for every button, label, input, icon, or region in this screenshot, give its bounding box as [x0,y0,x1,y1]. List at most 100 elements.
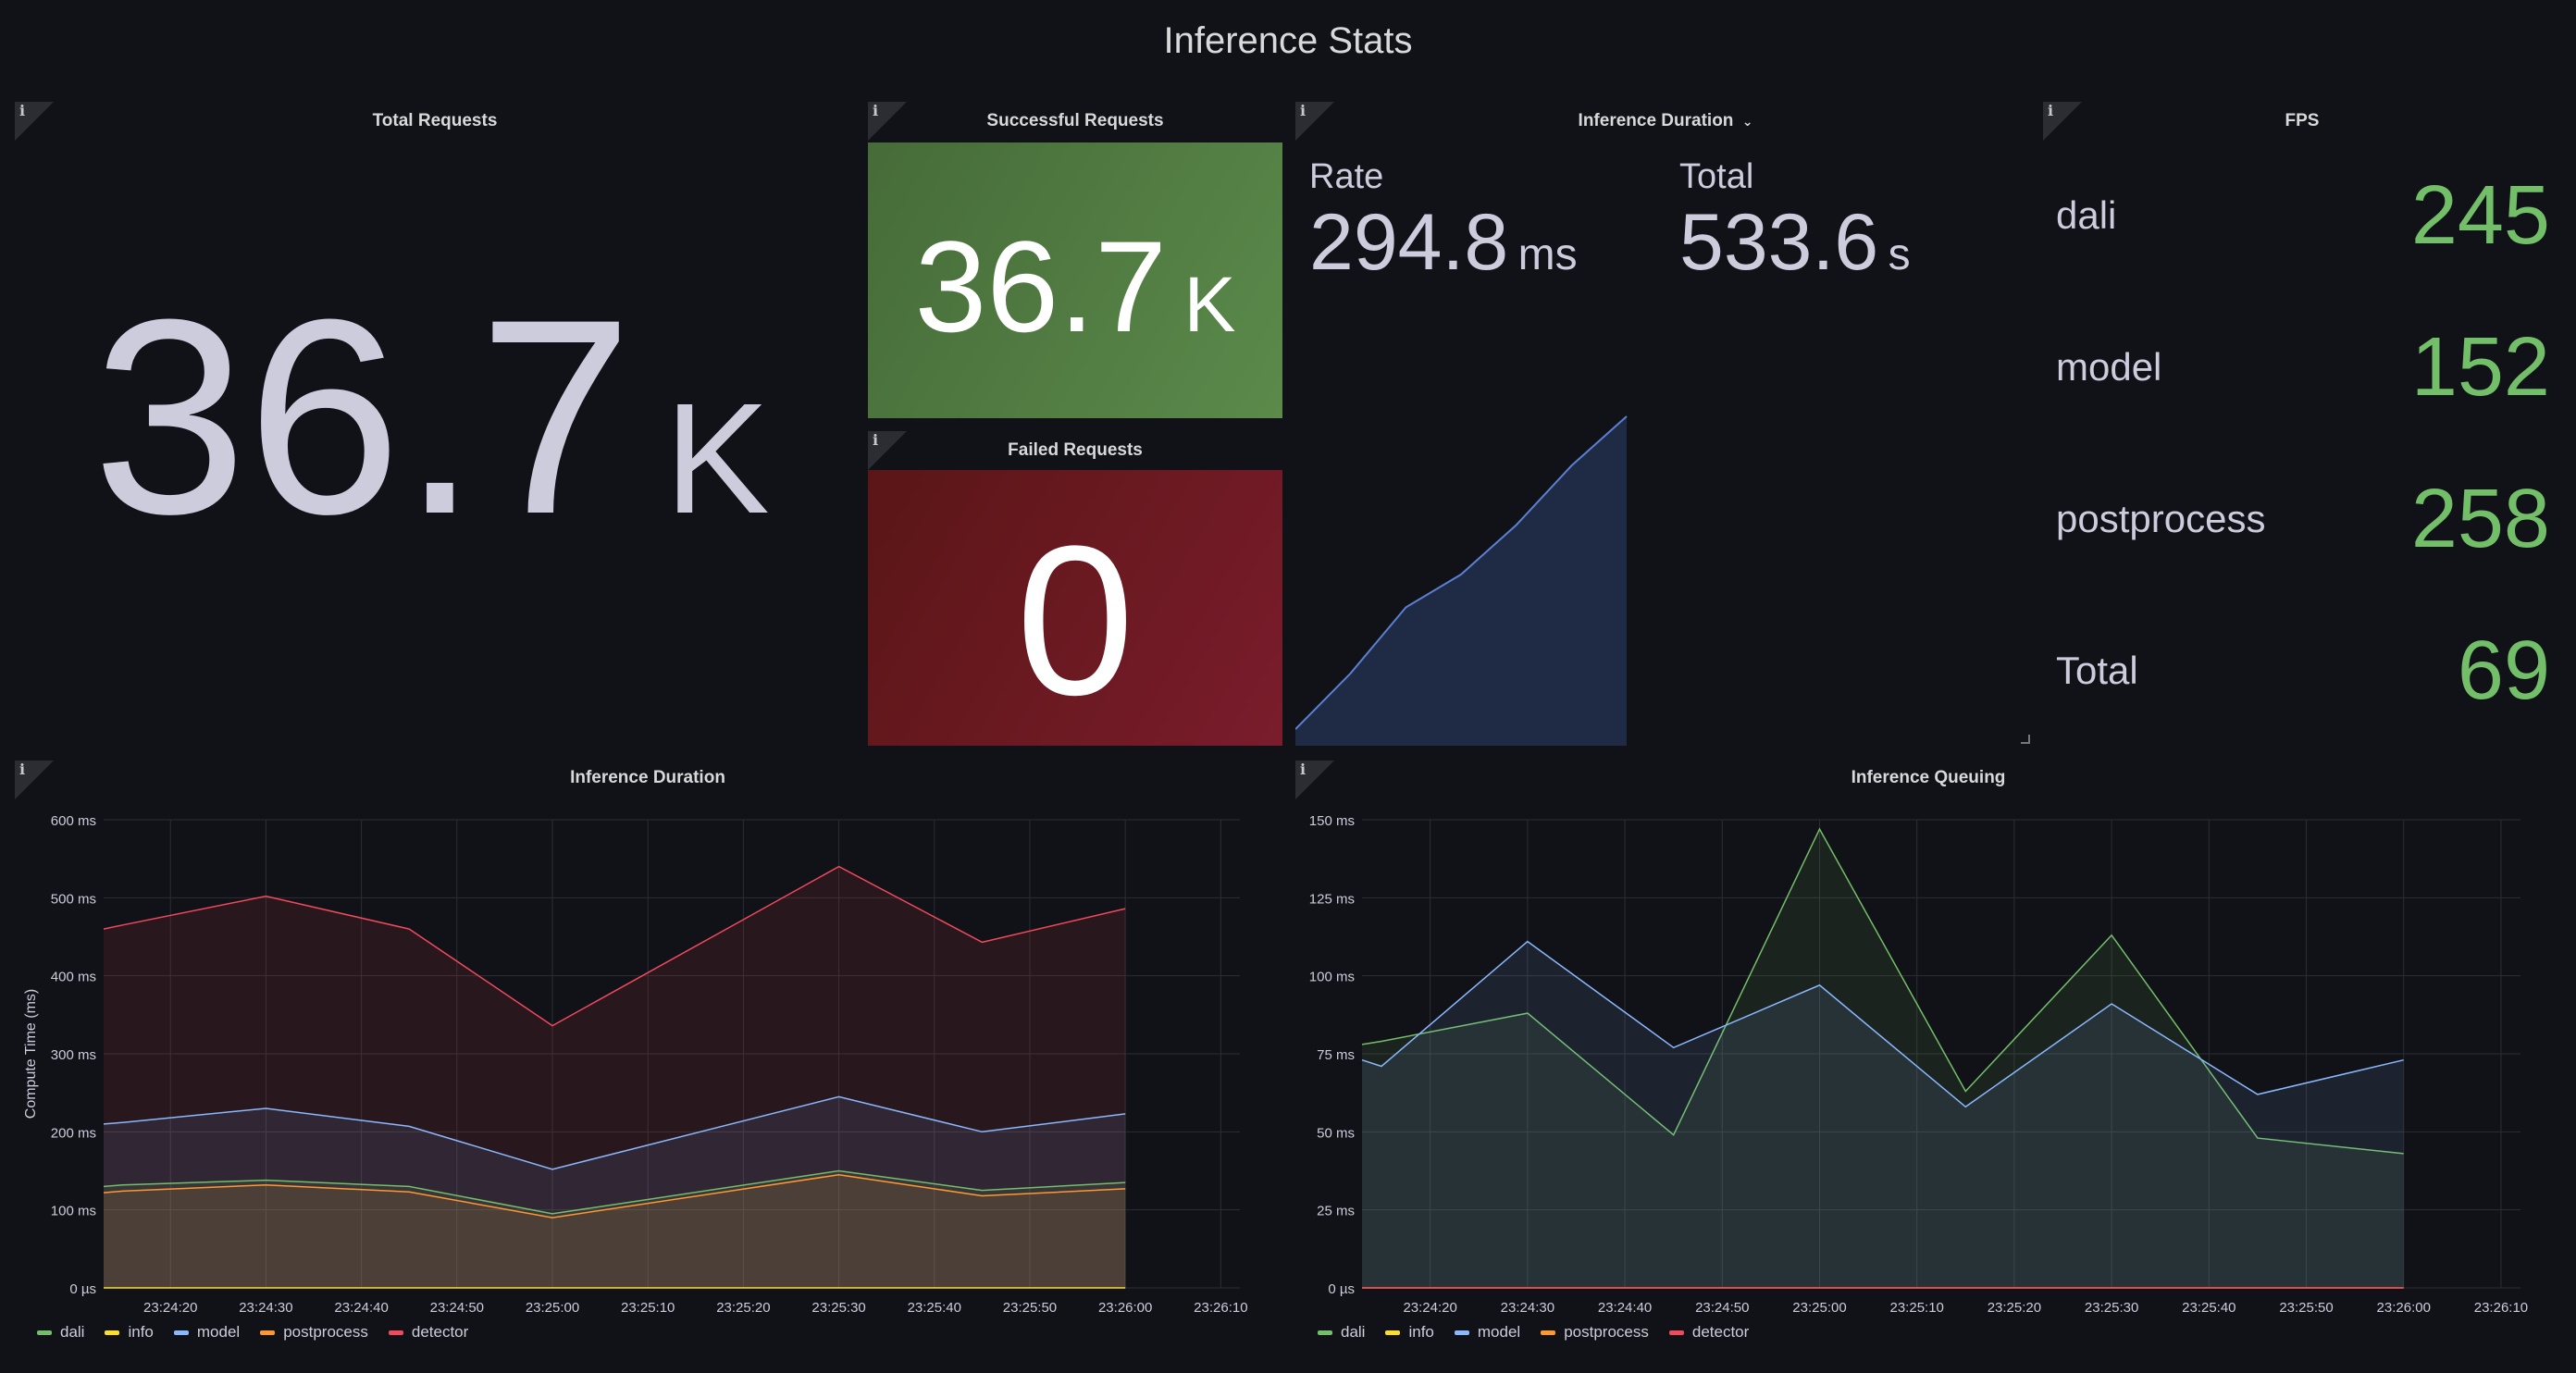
y-tick-label: 0 µs [69,1281,96,1297]
total-unit: s [1888,230,1911,279]
y-tick-label: 50 ms [1317,1125,1355,1141]
successful-requests-number: 36.7 [914,214,1167,359]
legend-label: info [1408,1323,1434,1341]
info-icon[interactable]: i [15,102,54,141]
legend-item-model[interactable]: model [1454,1323,1520,1342]
total-requests-panel[interactable]: Total Requests [9,100,861,748]
series-line-dali[interactable] [1361,827,2404,1155]
fps-label: dali [2056,193,2117,237]
y-axis-label: Compute Time (ms) [23,989,39,1119]
y-tick-label: 75 ms [1317,1047,1355,1063]
legend-item-detector[interactable]: detector [388,1323,468,1342]
x-tick-label: 23:24:40 [1598,1300,1652,1314]
inference-queuing-chart[interactable]: 0 µs 25 ms 50 ms 75 ms 100 ms 125 ms 150 ms 23:… [1288,796,2576,1314]
total-requests-value: 36.7 K [93,278,770,555]
legend-swatch [37,1330,52,1335]
successful-requests-box[interactable]: 36.7 K [868,142,1282,418]
y-tick-label: 500 ms [51,891,96,907]
series-line-postprocess[interactable] [103,1173,1126,1218]
x-tick-label: 23:25:40 [2182,1300,2235,1314]
rate-number: 294.8 [1309,198,1509,287]
legend-label: dali [1341,1323,1366,1341]
sparkline-line [1295,415,1628,730]
legend-swatch [173,1330,189,1335]
y-tick-label: 600 ms [51,813,96,829]
total-value: 533.6 s [1679,197,1911,289]
panel-resize-handle[interactable] [2021,735,2030,744]
dashboard-title: Inference Stats [1163,20,1413,61]
legend-item-dali[interactable]: dali [37,1323,84,1342]
legend-swatch [1668,1330,1684,1335]
y-tick-label: 125 ms [1309,891,1355,907]
y-tick-label: 150 ms [1309,813,1355,829]
x-tick-label: 23:24:20 [143,1300,197,1314]
fps-value: 152 [2410,321,2550,414]
legend-item-info[interactable]: info [105,1323,154,1342]
rate-label: Rate [1309,157,1384,196]
legend-item-dali[interactable]: dali [1318,1323,1365,1342]
inference-duration-chart[interactable]: 0 µs 100 ms 200 ms 300 ms 400 ms 500 ms 600 ms… [0,796,1288,1314]
panel-title-inference-duration-stat[interactable]: Inference Duration ⌄ [1295,111,2036,131]
failed-requests-box[interactable]: 0 [868,470,1282,746]
legend-swatch [388,1330,403,1335]
panel-title-inference-duration-graph[interactable]: Inference Duration [570,768,725,787]
x-tick-label: 23:24:40 [334,1300,388,1314]
series-line-dali[interactable] [103,1169,1126,1215]
fps-value: 258 [2410,473,2550,565]
legend-swatch [1385,1330,1401,1335]
info-icon[interactable]: i [1295,102,1334,141]
panel-title-total-requests[interactable]: Total Requests [372,111,498,130]
x-tick-label: 23:24:20 [1403,1300,1456,1314]
x-tick-label: 23:24:50 [430,1300,484,1314]
successful-requests-unit: K [1183,261,1236,348]
fps-value: 245 [2410,169,2550,262]
legend-label: detector [1691,1323,1750,1341]
legend-item-detector[interactable]: detector [1668,1323,1750,1342]
y-tick-label: 300 ms [51,1047,96,1063]
x-tick-label: 23:24:30 [239,1300,292,1314]
x-tick-label: 23:25:00 [1792,1300,1846,1314]
x-tick-label: 23:25:10 [1890,1300,1944,1314]
info-icon[interactable]: i [868,102,907,141]
series-line-model[interactable] [1361,940,2404,1108]
successful-requests-value: 36.7 K [868,212,1282,362]
legend-item-info[interactable]: info [1385,1323,1434,1342]
fps-label: postprocess [2056,497,2266,540]
x-tick-label: 23:26:10 [1194,1300,1247,1314]
series-area-model [1362,941,2404,1288]
legend-item-postprocess[interactable]: postprocess [260,1323,368,1342]
info-icon[interactable]: i [868,431,907,470]
series-area-postprocess [104,1174,1126,1288]
rate-unit: ms [1517,230,1578,279]
info-icon[interactable]: i [15,761,54,799]
legend-label: info [128,1323,154,1341]
total-requests-number: 36.7 [93,261,633,572]
y-tick-label: 100 ms [1309,970,1355,985]
info-icon[interactable]: i [1295,761,1334,799]
legend-swatch [260,1330,276,1335]
total-requests-unit: K [664,371,770,547]
rate-value: 294.8 ms [1309,197,1578,289]
series-area-model [104,1096,1126,1288]
legend-item-model[interactable]: model [173,1323,240,1342]
y-tick-label: 0 µs [1328,1281,1355,1297]
chevron-down-icon[interactable]: ⌄ [1741,114,1753,129]
panel-title-inference-queuing[interactable]: Inference Queuing [1851,768,2006,787]
legend-label: postprocess [1564,1323,1649,1341]
panel-title-successful-requests[interactable]: Successful Requests [986,111,1164,130]
x-tick-label: 23:25:40 [908,1300,961,1314]
inference-duration-legend: dali info model postprocess detector [37,1323,468,1342]
legend-swatch [1318,1330,1332,1335]
series-line-model[interactable] [103,1095,1126,1170]
info-icon[interactable]: i [2043,102,2082,141]
y-tick-label: 400 ms [51,970,96,985]
x-tick-label: 23:25:50 [1003,1300,1057,1314]
panel-title-fps[interactable]: FPS [2285,111,2320,130]
series-line-detector[interactable] [103,865,1126,1027]
y-tick-label: 100 ms [51,1204,96,1219]
panel-title-failed-requests[interactable]: Failed Requests [1008,440,1143,460]
x-tick-label: 23:25:20 [716,1300,770,1314]
series-area-dali [1362,829,2404,1288]
inference-duration-rate: Rate 294.8 ms [1309,157,1578,289]
legend-item-postprocess[interactable]: postprocess [1541,1323,1649,1342]
